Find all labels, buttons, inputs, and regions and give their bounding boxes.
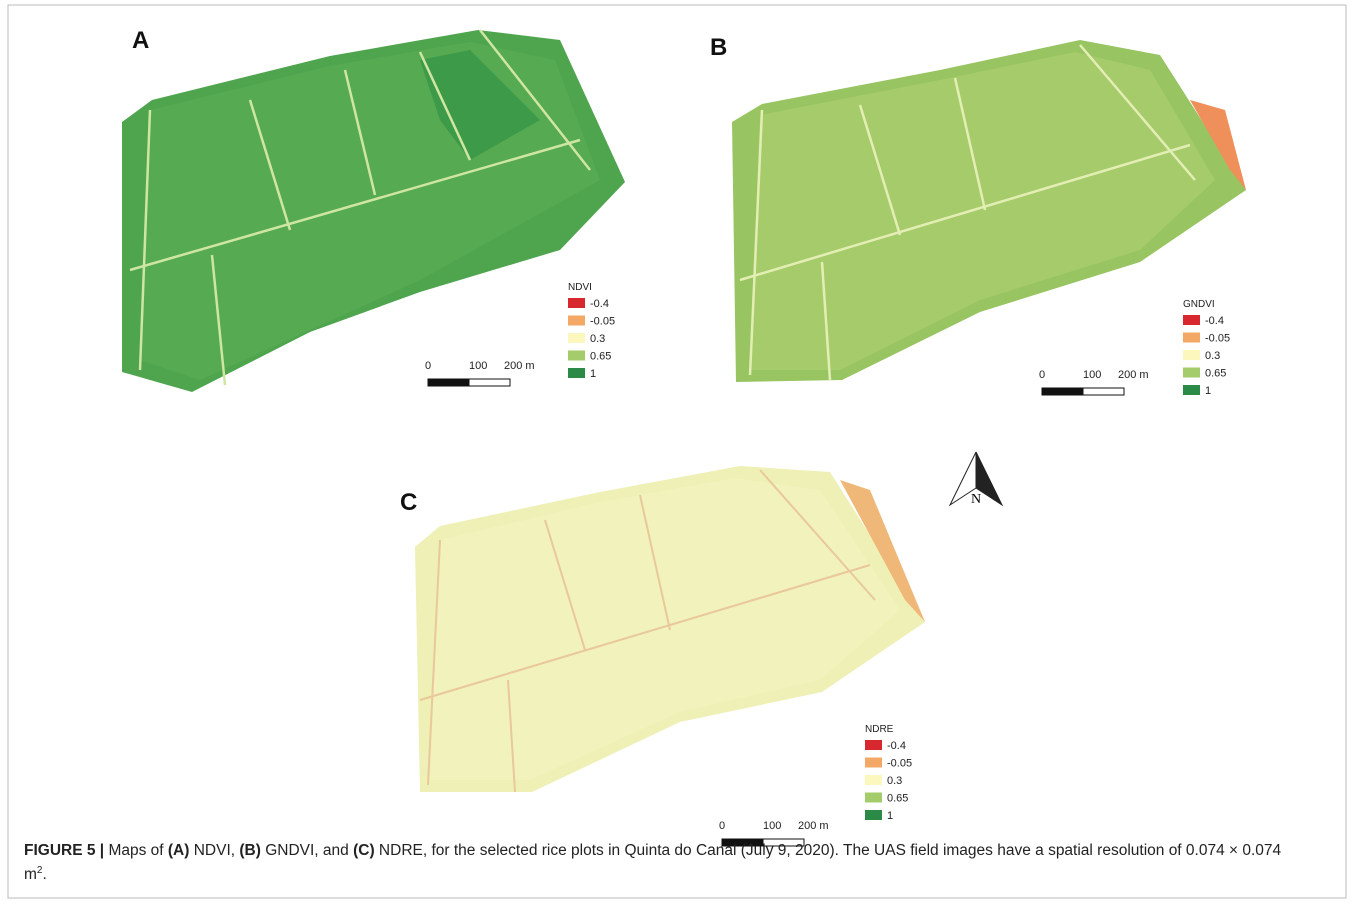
legend-swatch <box>1183 385 1200 395</box>
scale-label: 100 <box>469 360 487 372</box>
caption: FIGURE 5 | Maps of (A) NDVI, (B) GNDVI, … <box>24 839 1286 887</box>
scale-label: 0 <box>719 820 725 832</box>
caption-normal: GNDVI, and <box>260 842 354 859</box>
field-plot <box>420 50 540 160</box>
legend-label: -0.4 <box>590 298 609 310</box>
legend-label: 0.65 <box>887 793 908 805</box>
legend-title: NDVI <box>568 282 592 293</box>
legend-title: GNDVI <box>1183 299 1215 310</box>
field-road <box>1079 44 1196 181</box>
field-road <box>544 519 586 651</box>
caption-bold: (C) <box>353 842 375 859</box>
scale-bar-light <box>762 838 805 847</box>
legend-label: 1 <box>1205 385 1211 397</box>
caption-normal: Maps of <box>104 842 168 859</box>
field-road <box>419 564 871 701</box>
field-road <box>739 143 1191 282</box>
legend-label: 1 <box>887 810 893 822</box>
field-road <box>418 51 472 161</box>
legend-label: 1 <box>590 368 596 380</box>
caption-normal: NDRE, for the selected rice plots in Qui… <box>24 842 1282 883</box>
legend-swatch <box>865 740 882 750</box>
legend-title: NDRE <box>865 724 894 735</box>
field-road <box>639 494 671 631</box>
map-a <box>122 29 625 392</box>
legend-swatch <box>1183 350 1200 360</box>
field-area <box>750 52 1215 370</box>
legend-swatch <box>568 368 585 378</box>
field-road <box>129 138 581 272</box>
field-road <box>138 109 152 371</box>
legend-label: 0.65 <box>590 351 611 363</box>
scale-label: 200 m <box>1118 369 1149 381</box>
field-road <box>427 539 441 786</box>
map-c <box>415 466 925 793</box>
legend-label: -0.05 <box>590 316 615 328</box>
field-road <box>210 254 227 386</box>
field-road <box>759 469 876 601</box>
legend-swatch <box>568 333 585 343</box>
scale-label: 200 m <box>798 820 829 832</box>
caption-sup: 2 <box>36 864 43 876</box>
field-road <box>507 679 516 793</box>
scale-bar-light <box>468 378 511 387</box>
legend-label: 0.3 <box>1205 350 1220 362</box>
scale-label: 0 <box>425 360 431 372</box>
legend-swatch <box>568 350 585 361</box>
scale-bar-dark <box>427 378 470 387</box>
legend-swatch <box>1183 332 1200 343</box>
field-road <box>953 77 987 211</box>
scale-bar-dark <box>1041 387 1084 396</box>
arrow-right <box>975 451 1004 507</box>
scale-label: 0 <box>1039 369 1045 381</box>
field-road <box>858 104 902 236</box>
field-road <box>820 261 832 381</box>
legend-label: 0.65 <box>1205 368 1226 380</box>
field-road <box>748 109 764 376</box>
frame <box>7 4 1347 899</box>
caption-bold: FIGURE 5 | <box>24 842 105 859</box>
field-area <box>430 478 900 780</box>
caption-bold: (A) <box>167 842 190 859</box>
panel-label: A <box>132 27 149 54</box>
legend-swatch <box>1183 367 1200 378</box>
legend-label: -0.4 <box>1205 315 1224 327</box>
legend-swatch <box>865 757 882 768</box>
legend-swatch <box>865 775 882 785</box>
field-road <box>248 99 292 231</box>
panel-label: C <box>400 489 417 516</box>
legend-swatch <box>568 298 585 308</box>
caption-normal: NDVI, <box>189 842 240 859</box>
scale-label: 200 m <box>504 360 535 372</box>
legend-label: -0.4 <box>887 740 906 752</box>
legend-label: 0.3 <box>590 333 605 345</box>
legend-swatch <box>865 792 882 803</box>
map-b <box>732 40 1246 382</box>
legend-label: -0.05 <box>1205 333 1230 345</box>
caption-bold: (B) <box>239 842 261 859</box>
field-edge <box>840 480 925 622</box>
legend-label: -0.05 <box>887 758 912 770</box>
scale-label: 100 <box>763 820 781 832</box>
north-arrow: N <box>948 451 1004 507</box>
field-road <box>479 29 591 171</box>
legend-swatch <box>568 315 585 326</box>
legend-swatch <box>865 810 882 820</box>
scale-label: 100 <box>1083 369 1101 381</box>
scale-bar-light <box>1082 387 1125 396</box>
panel-label: B <box>710 34 727 61</box>
north-label: N <box>971 492 981 507</box>
field-road <box>343 69 377 196</box>
field-edge <box>1190 100 1246 190</box>
legend-label: 0.3 <box>887 775 902 787</box>
caption-normal: . <box>42 866 47 883</box>
legend-swatch <box>1183 315 1200 325</box>
